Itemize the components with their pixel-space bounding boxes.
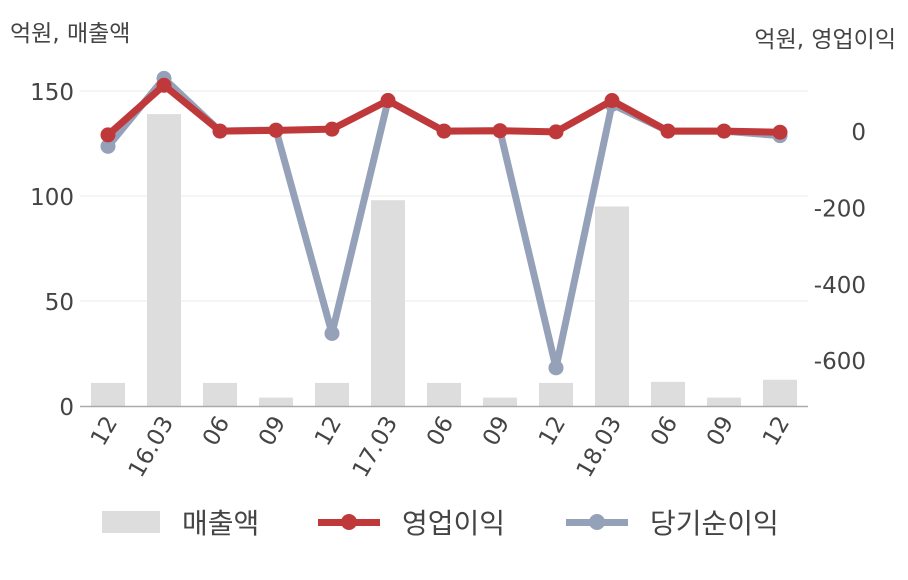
right-axis-tick-label: -600 [814,349,866,375]
point-operating-profit [212,123,228,139]
x-axis-tick-label: 06 [198,412,235,450]
legend-swatch-net-income [566,511,628,533]
legend-label-net-income: 당기순이익 [650,507,779,540]
point-operating-profit [772,124,788,140]
point-operating-profit [660,123,676,139]
point-operating-profit [548,124,564,140]
point-operating-profit [156,77,172,93]
left-axis-tick-label: 150 [30,80,74,106]
x-axis-tick-label: 09 [254,412,291,450]
point-net-income [548,360,564,376]
point-operating-profit [436,123,452,139]
point-operating-profit [716,123,732,139]
point-operating-profit [380,93,396,109]
x-axis-tick-label: 12 [534,412,571,450]
bar-sales [91,382,125,406]
bar-sales [315,382,349,406]
bar-sales [427,382,461,406]
legend-item-operating-profit: 영업이익 [318,500,505,544]
point-operating-profit [100,127,116,143]
x-axis-tick-label: 09 [478,412,515,450]
bar-sales [539,382,573,406]
x-axis-tick-label: 18.03 [572,412,627,482]
x-axis-tick-label: 12 [310,412,347,450]
left-axis-tick-label: 0 [59,395,74,421]
x-axis-tick-label: 12 [86,412,123,450]
x-axis-tick-label: 12 [758,412,795,450]
point-net-income [100,138,116,154]
point-operating-profit [492,123,508,139]
x-axis-tick-label: 06 [646,412,683,450]
bar-sales [203,382,237,406]
bar-sales [763,379,797,406]
left-axis-unit-label: 억원, 매출액 [10,21,131,47]
legend-item-sales: 매출액 [102,500,259,544]
right-axis-tick-label: 0 [851,120,866,146]
legend-item-net-income: 당기순이익 [566,500,779,544]
bar-sales [147,114,181,406]
right-axis-tick-label: -400 [814,273,866,299]
point-operating-profit [324,121,340,137]
legend-swatch-operating-profit [318,511,380,533]
x-axis-tick-label: 16.03 [124,412,179,482]
point-net-income [324,325,340,341]
bar-sales [595,206,629,406]
bar-sales [259,397,293,406]
bar-sales [651,381,685,406]
legend-swatch-sales [102,511,160,533]
legend-label-sales: 매출액 [182,507,260,540]
x-axis-tick-label: 09 [702,412,739,450]
right-axis-tick-label: -200 [814,196,866,222]
legend-label-operating-profit: 영업이익 [402,507,506,540]
left-axis-tick-label: 100 [30,185,74,211]
bar-sales [707,397,741,406]
left-axis-tick-label: 50 [45,290,74,316]
point-operating-profit [268,122,284,138]
x-axis-tick-label: 06 [422,412,459,450]
bar-sales [483,397,517,406]
x-axis-tick-label: 17.03 [348,412,403,482]
point-operating-profit [604,93,620,109]
bar-sales [371,200,405,406]
right-axis-unit-label: 억원, 영업이익 [754,27,896,53]
